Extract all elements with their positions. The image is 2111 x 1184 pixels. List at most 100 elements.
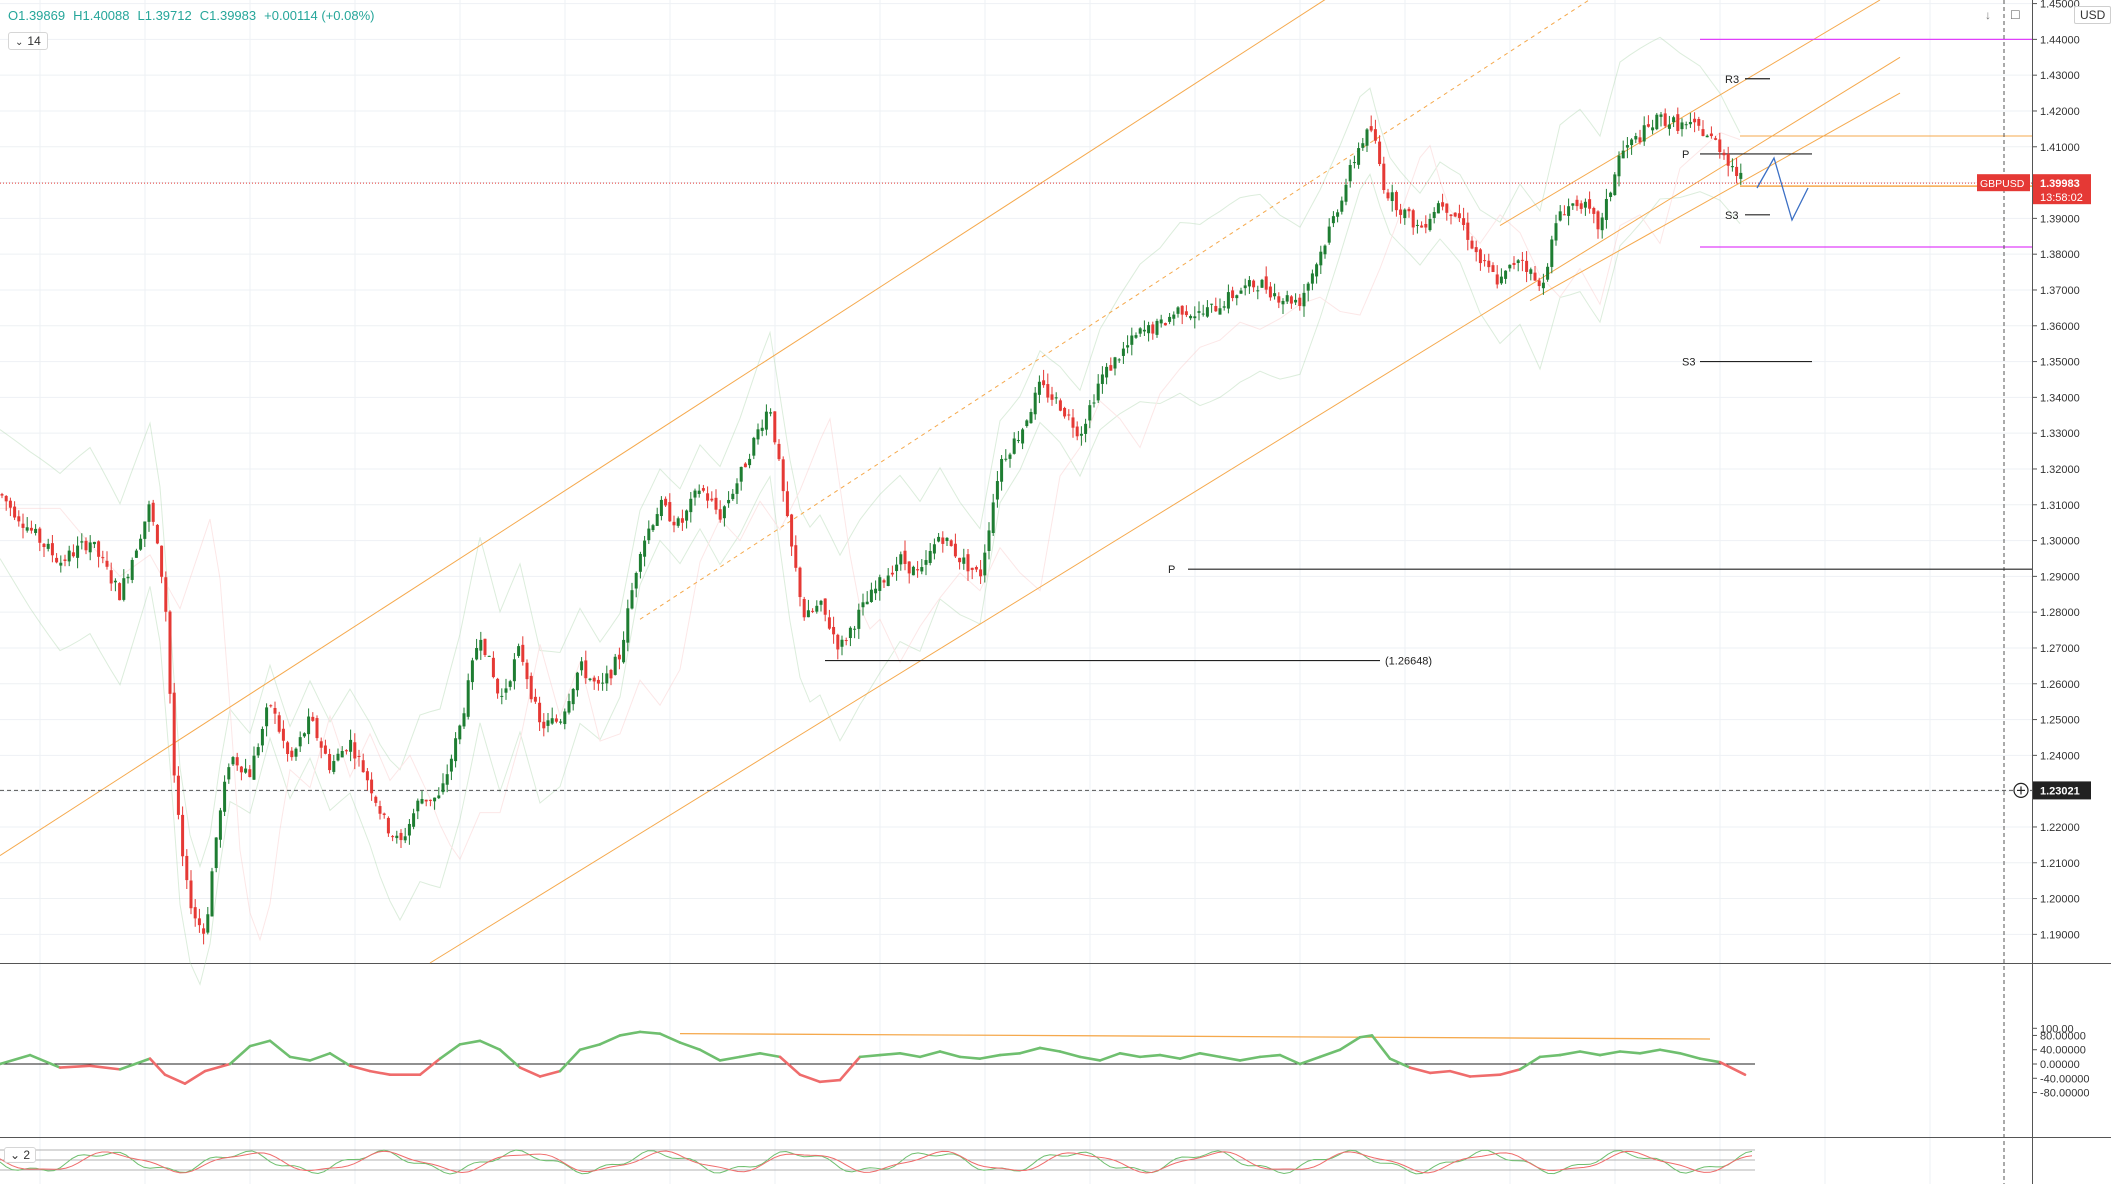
currency-badge[interactable]: USD: [2074, 6, 2111, 24]
candle-body: [722, 506, 726, 519]
candle-body: [1008, 454, 1012, 459]
candle-body: [1050, 394, 1054, 400]
candle-body: [970, 567, 974, 570]
cci-segment: [1038, 1046, 1062, 1053]
candle-body: [769, 412, 773, 414]
candle-body: [189, 880, 193, 909]
candle-body: [979, 569, 983, 577]
candle-body: [1562, 214, 1566, 216]
candle-body: [659, 499, 663, 517]
stoch-k-line: [0, 1149, 1753, 1175]
candle-body: [886, 575, 890, 586]
candle-body: [1163, 322, 1167, 326]
cci-segment: [1078, 1055, 1102, 1062]
candle-body: [462, 713, 466, 727]
axis-tick-label: 1.25000: [2040, 715, 2080, 727]
cci-segment: [1098, 1051, 1122, 1062]
candle-body: [689, 498, 693, 513]
candle-body: [1121, 348, 1125, 356]
candle-body: [853, 628, 857, 630]
candle-body: [1079, 433, 1083, 436]
arrow-down-icon[interactable]: ↓: [1985, 8, 1991, 22]
candle-body: [827, 617, 831, 629]
candle-body: [1004, 458, 1008, 460]
candle-body: [344, 750, 348, 752]
cci-segment: [1118, 1051, 1142, 1059]
candle-body: [798, 567, 802, 598]
candle-body: [260, 728, 264, 746]
cci-segment: [578, 1043, 602, 1052]
candle-body: [1625, 145, 1629, 148]
candle-body: [1394, 191, 1398, 211]
candle-body: [416, 800, 420, 812]
cci-segment: [1578, 1050, 1602, 1057]
cci-segment: [1678, 1051, 1702, 1060]
sub-indicator-toggle[interactable]: ⌄ 2: [4, 1147, 37, 1163]
candle-body: [139, 538, 143, 550]
cci-segment: [998, 1051, 1022, 1057]
candle-body: [512, 659, 516, 682]
candle-body: [962, 557, 966, 564]
candle-body: [1159, 319, 1163, 324]
candle-body: [1638, 137, 1642, 143]
indicator-toggle[interactable]: ⌄ 14: [8, 32, 48, 50]
price-tag-bg: [2033, 174, 2091, 205]
candle-body: [1235, 295, 1239, 299]
candle-body: [911, 566, 915, 576]
candle-body: [1315, 264, 1319, 277]
candle-body: [122, 578, 126, 600]
candle-body: [1025, 420, 1029, 427]
candle-body: [202, 928, 206, 934]
candle-body: [1231, 290, 1235, 299]
candle-body: [1441, 202, 1445, 207]
axis-tick-label: 1.45000: [2040, 0, 2080, 11]
candle-body: [1470, 240, 1474, 249]
candle-body: [823, 598, 827, 615]
candle-body: [1357, 148, 1361, 165]
cci-segment: [1178, 1051, 1202, 1060]
candle-body: [630, 590, 634, 609]
candle-body: [34, 528, 38, 533]
candle-body: [748, 458, 752, 466]
candle-body: [428, 799, 432, 801]
cci-segment: [758, 1051, 782, 1059]
maximize-icon[interactable]: ☐: [2010, 8, 2021, 22]
candle-body: [1285, 295, 1289, 302]
cci-segment: [1518, 1055, 1542, 1071]
cci-tick-label: -80.00000: [2040, 1088, 2090, 1100]
candle-body: [1541, 282, 1545, 289]
candle-body: [454, 738, 458, 762]
candle-body: [995, 481, 999, 500]
candle-body: [475, 647, 479, 660]
price-axis: 1.450001.440001.430001.420001.410001.400…: [2032, 0, 2080, 941]
cci-segment: [558, 1048, 582, 1073]
candle-body: [1411, 210, 1415, 228]
candle-body: [983, 552, 987, 576]
candle-body: [1420, 225, 1424, 228]
cci-segment: [538, 1069, 562, 1078]
candle-body: [353, 742, 357, 759]
candle-body: [1058, 400, 1062, 411]
candle-body: [1554, 223, 1558, 241]
candle-body: [1550, 239, 1554, 267]
candle-body: [1348, 165, 1352, 182]
candle-body: [449, 758, 453, 772]
candle-body: [626, 608, 630, 643]
cci-segment: [348, 1064, 372, 1073]
candle-body: [777, 443, 781, 460]
candle-body: [622, 639, 626, 663]
candle-body: [773, 411, 777, 443]
candle-body: [638, 553, 642, 572]
candle-body: [479, 639, 483, 651]
candle-body: [1252, 280, 1256, 288]
candle-body: [932, 544, 936, 554]
candle-body: [1537, 280, 1541, 287]
channel-small-upper: [1499, 0, 1881, 226]
cci-segment: [1718, 1060, 1747, 1077]
candle-body: [916, 569, 920, 571]
candle-body: [550, 718, 554, 724]
axis-tick-label: 1.36000: [2040, 321, 2080, 333]
candle-body: [25, 527, 29, 531]
candle-body: [1504, 270, 1508, 279]
